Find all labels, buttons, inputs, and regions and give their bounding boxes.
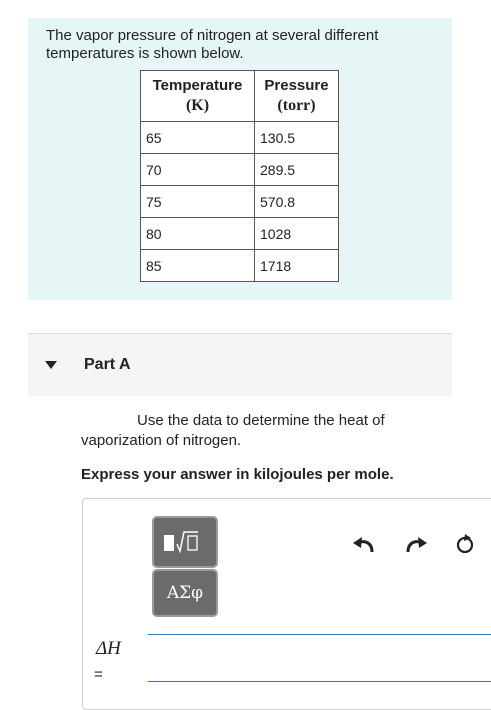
part-header[interactable] — [28, 333, 452, 396]
intro-text: The vapor pressure of nitrogen at severa… — [46, 27, 379, 62]
table-row: 80 1028 — [140, 217, 339, 250]
table-cell: 65 — [140, 121, 255, 154]
question: Use the data to determine the heat of va… — [81, 412, 385, 449]
data-table: Temperature (K) Pressure (torr) 65 130.5 70 28… — [140, 70, 339, 282]
template-icon — [164, 531, 198, 554]
equals-sign: = — [94, 666, 103, 683]
table-cell: 70 — [140, 153, 255, 186]
redo[interactable] — [406, 537, 427, 553]
table-row: 65 130.5 — [140, 121, 339, 154]
header-title: Pressure — [264, 77, 329, 94]
table-body: 65 130.5 70 289.5 75 570.8 80 1028 85 1718 — [140, 121, 339, 282]
header-unit: (torr) — [277, 97, 316, 114]
table-row: 85 1718 — [140, 249, 339, 282]
table-cell: 130.5 — [254, 121, 339, 154]
table-cell: 75 — [140, 185, 255, 218]
header-row: Temperature (K) Pressure (torr) — [140, 70, 339, 122]
template-button[interactable] — [152, 516, 218, 568]
answer-label: ΔH — [96, 638, 121, 659]
symbols-button[interactable]: ΑΣφ — [152, 569, 218, 617]
table-row: 70 289.5 — [140, 153, 339, 186]
table-cell: 80 — [140, 217, 255, 250]
answer-input[interactable] — [148, 634, 491, 682]
collapse-icon[interactable] — [44, 359, 58, 371]
table-cell: 85 — [140, 249, 255, 282]
header-title: Temperature — [152, 77, 243, 94]
instruction: Express your answer in kilojoules per mo… — [81, 466, 394, 483]
toolbar-icons — [353, 534, 474, 554]
part-title: Part A — [84, 356, 131, 373]
table-cell: 1718 — [254, 249, 339, 282]
header-unit: (K) — [185, 97, 210, 114]
undo[interactable] — [353, 537, 374, 553]
reset[interactable] — [456, 534, 474, 554]
column-header: Temperature (K) — [140, 70, 255, 122]
table-cell: 570.8 — [254, 185, 339, 218]
table-cell: 289.5 — [254, 153, 339, 186]
column-header: Pressure (torr) — [254, 70, 339, 122]
table-row: 75 570.8 — [140, 185, 339, 218]
intro-panel: The vapor pressure of nitrogen at severa… — [28, 18, 452, 300]
table-cell: 1028 — [254, 217, 339, 250]
